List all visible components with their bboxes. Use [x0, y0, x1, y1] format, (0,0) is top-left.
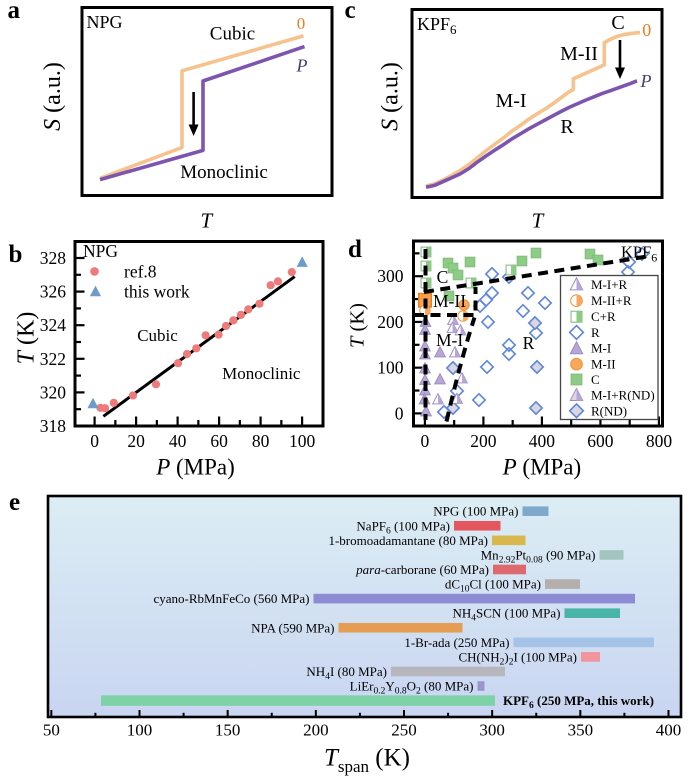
svg-text:300: 300 [479, 721, 505, 740]
svg-text:0: 0 [297, 14, 306, 33]
svg-text:NaPF6 (100 MPa): NaPF6 (100 MPa) [356, 518, 450, 536]
svg-text:NPG: NPG [87, 12, 123, 32]
svg-text:322: 322 [40, 349, 66, 369]
svg-text:1-Br-ada (250 MPa): 1-Br-ada (250 MPa) [404, 635, 509, 650]
svg-text:1-bromoadamantane (80 MPa): 1-bromoadamantane (80 MPa) [328, 533, 488, 548]
svg-text:100: 100 [377, 358, 404, 378]
svg-text:a: a [8, 0, 21, 24]
svg-text:50: 50 [43, 721, 60, 740]
svg-text:600: 600 [587, 431, 614, 451]
svg-text:this work: this work [124, 282, 190, 302]
svg-text:C+R: C+R [591, 309, 616, 324]
svg-text:326: 326 [40, 282, 67, 302]
svg-text:800: 800 [646, 431, 673, 451]
svg-text:M-I: M-I [495, 90, 526, 112]
svg-text:C: C [591, 372, 600, 387]
svg-text:NPA (590 MPa): NPA (590 MPa) [251, 620, 334, 635]
svg-text:T: T [532, 209, 545, 233]
svg-text:100: 100 [127, 721, 153, 740]
svg-text:T: T [201, 209, 214, 233]
svg-text:M-II: M-II [433, 291, 466, 311]
svg-text:0: 0 [395, 403, 404, 423]
svg-text:Cubic: Cubic [137, 326, 178, 345]
svg-text:M-II: M-II [560, 43, 598, 65]
svg-text:318: 318 [40, 416, 67, 436]
svg-text:Tspan (K): Tspan (K) [324, 745, 410, 777]
svg-text:328: 328 [40, 248, 67, 268]
svg-text:para-carborane (60 MPa): para-carborane (60 MPa) [355, 562, 489, 577]
svg-text:40: 40 [169, 431, 187, 451]
svg-text:P (MPa): P (MPa) [502, 455, 582, 480]
svg-text:d: d [348, 236, 362, 263]
svg-text:KPF6 (250 MPa, this work): KPF6 (250 MPa, this work) [503, 693, 654, 711]
svg-text:200: 200 [377, 312, 404, 332]
svg-text:250: 250 [391, 721, 417, 740]
svg-text:P: P [640, 71, 652, 91]
svg-text:M-II+R: M-II+R [591, 293, 632, 308]
svg-text:350: 350 [568, 721, 594, 740]
svg-text:M-I+R: M-I+R [591, 277, 628, 292]
svg-text:80: 80 [252, 431, 270, 451]
svg-text:150: 150 [215, 721, 241, 740]
svg-text:R: R [560, 116, 574, 138]
svg-text:NPG: NPG [83, 241, 118, 261]
svg-text:M-II: M-II [591, 357, 616, 372]
svg-text:cyano-RbMnFeCo (560 MPa): cyano-RbMnFeCo (560 MPa) [154, 591, 310, 606]
svg-text:S (a.u.): S (a.u.) [40, 62, 66, 131]
svg-text:60: 60 [210, 431, 228, 451]
svg-text:R: R [591, 325, 600, 340]
svg-text:200: 200 [470, 431, 497, 451]
svg-text:T (K): T (K) [347, 303, 369, 348]
svg-text:NPG (100 MPa): NPG (100 MPa) [433, 504, 518, 519]
svg-text:20: 20 [127, 431, 145, 451]
svg-text:dC10Cl (100 MPa): dC10Cl (100 MPa) [445, 577, 541, 595]
svg-text:c: c [345, 0, 356, 24]
svg-text:400: 400 [529, 431, 556, 451]
svg-text:NH4SCN (100 MPa): NH4SCN (100 MPa) [452, 606, 560, 624]
svg-text:R: R [523, 333, 535, 353]
svg-text:200: 200 [303, 721, 329, 740]
svg-text:P: P [296, 56, 308, 76]
svg-text:0: 0 [421, 431, 430, 451]
svg-text:S (a.u.): S (a.u.) [378, 62, 404, 131]
svg-text:C: C [611, 12, 624, 34]
svg-text:R(ND): R(ND) [591, 403, 627, 418]
svg-text:C: C [437, 267, 449, 287]
svg-text:M-I+R(ND): M-I+R(ND) [591, 387, 655, 402]
svg-text:0: 0 [90, 431, 99, 451]
svg-text:400: 400 [656, 721, 682, 740]
svg-text:M-I: M-I [436, 330, 463, 350]
svg-text:b: b [9, 241, 23, 268]
svg-text:P (MPa): P (MPa) [155, 455, 235, 480]
svg-text:KPF6: KPF6 [621, 243, 657, 265]
svg-text:KPF6: KPF6 [417, 14, 457, 37]
svg-text:Monoclinic: Monoclinic [222, 364, 301, 383]
svg-text:320: 320 [40, 382, 67, 402]
svg-text:M-I: M-I [591, 341, 611, 356]
svg-text:100: 100 [289, 431, 316, 451]
svg-text:e: e [9, 489, 20, 516]
svg-text:300: 300 [377, 266, 404, 286]
svg-text:Monoclinic: Monoclinic [180, 162, 268, 183]
svg-text:0: 0 [642, 20, 651, 40]
svg-text:CH(NH2)2I (100 MPa): CH(NH2)2I (100 MPa) [458, 649, 577, 667]
svg-text:T (K): T (K) [14, 312, 40, 365]
svg-text:ref.8: ref.8 [124, 262, 157, 282]
svg-text:324: 324 [40, 315, 67, 335]
svg-text:Cubic: Cubic [210, 24, 255, 45]
